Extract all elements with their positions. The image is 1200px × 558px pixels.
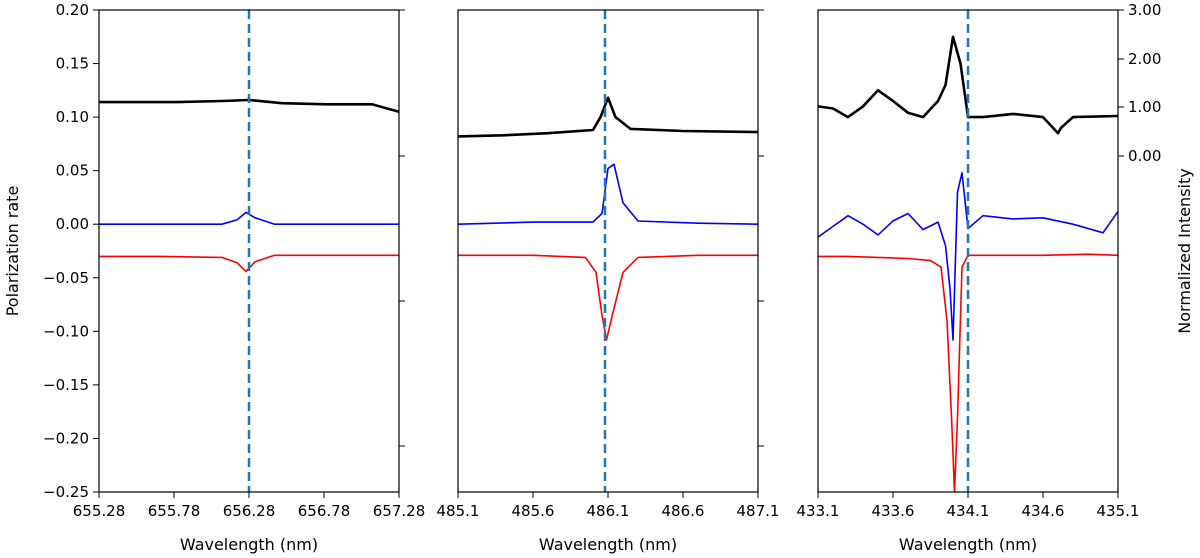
series-line-black-3 [817,35,1119,135]
x-tick-label: 435.1 [1097,502,1140,520]
y-tick-label: 0.15 [56,55,89,73]
right-tick-label: 1.00 [1128,98,1161,116]
plot-frame-2 [457,9,759,493]
x-tick-label: 657.28 [373,502,426,520]
x-tick-label: 486.6 [662,502,705,520]
x-tick-label: 485.1 [437,502,480,520]
series-line-blue-1 [99,211,399,225]
x-tick-label: 655.28 [73,502,126,520]
x-tick-label: 434.6 [1022,502,1065,520]
series-line-blue-3 [817,172,1119,341]
right-tick-label: 0.00 [1128,147,1161,165]
y-tick-label: 0.00 [56,215,89,233]
x-axis-label-2: Wavelength (nm) [539,535,677,554]
y-tick-label: −0.20 [43,429,89,447]
x-tick-label: 433.6 [872,502,915,520]
series-line-red-1 [99,254,399,273]
chart-panel-3: 433.1 433.6 434.1 434.6 435.1 Wavelength (nm)… [797,1,1162,554]
series-line-red-2 [458,254,758,341]
y-tick-label: 0.10 [56,108,89,126]
x-tick-label: 656.28 [223,502,276,520]
y-tick-label: −0.05 [43,269,89,287]
x-axis-label-3: Wavelength (nm) [899,535,1037,554]
panels-group: 655.28 655.78 656.28 656.78 657.28 Wavelength… [43,1,1161,554]
x-tick-label: 434.1 [947,502,990,520]
series-line-red-3 [818,253,1119,493]
y-axis-right-label: Normalized Intensity [1175,168,1194,333]
x-tick-label: 433.1 [797,502,840,520]
y-tick-label: −0.15 [43,376,89,394]
y-tick-label: 0.05 [56,162,89,180]
y-tick-label: −0.25 [43,483,89,501]
chart-panel-2: 485.1 485.6 486.1 486.6 487.1 Wavelength (nm) [437,9,780,554]
y-axis-left-label: Polarization rate [3,186,22,317]
chart-panel-1: 655.28 655.78 656.28 656.78 657.28 Wavelength… [43,1,425,554]
x-axis-label-1: Wavelength (nm) [180,535,318,554]
y-tick-label: −0.10 [43,322,89,340]
x-tick-label: 655.78 [148,502,201,520]
right-tick-label: 3.00 [1128,1,1161,19]
right-tick-label: 2.00 [1128,50,1161,68]
y-tick-label: 0.20 [56,1,89,19]
x-tick-label: 487.1 [737,502,780,520]
series-line-blue-2 [457,163,759,225]
x-tick-label: 485.6 [512,502,555,520]
x-tick-label: 486.1 [587,502,630,520]
x-tick-label: 656.78 [298,502,351,520]
series-line-black-2 [457,96,759,138]
